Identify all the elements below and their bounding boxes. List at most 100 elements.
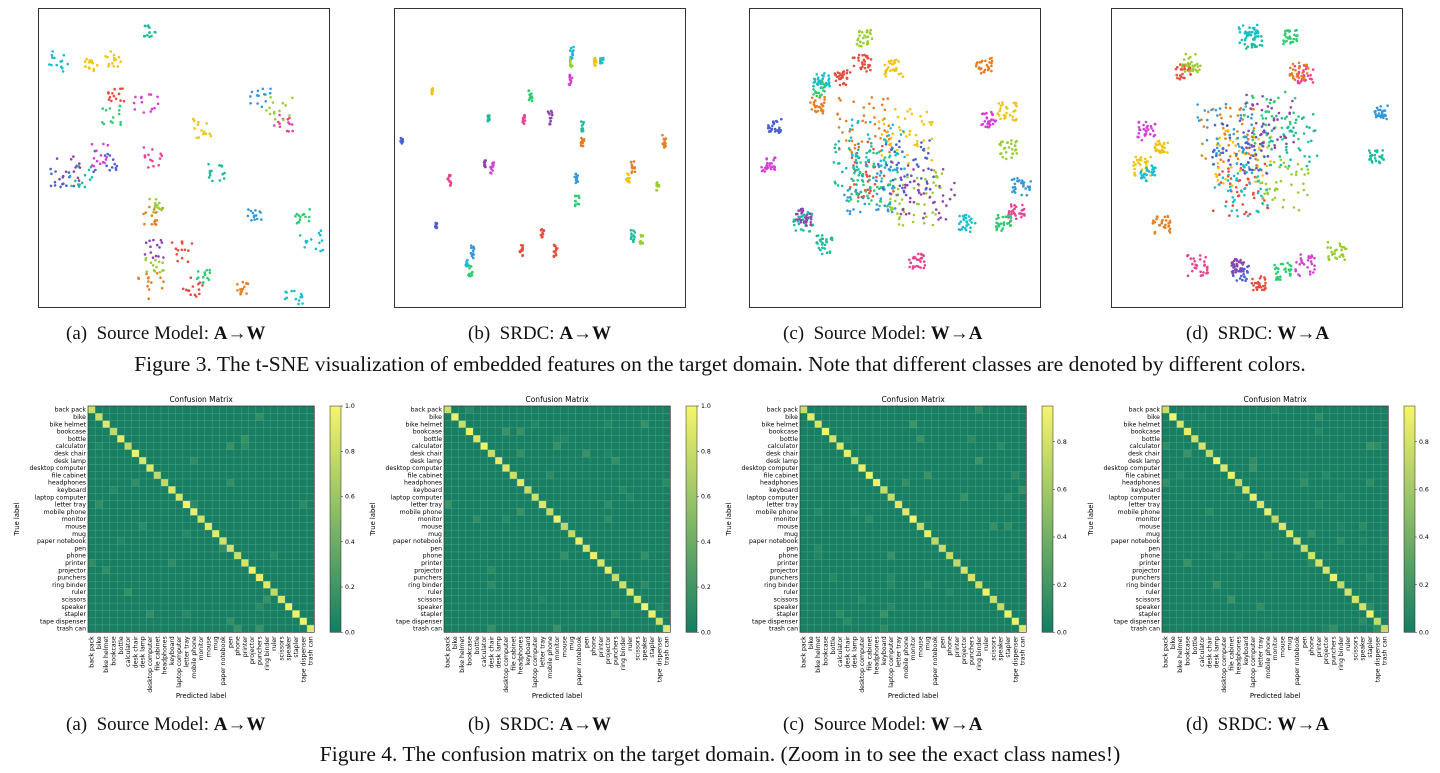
tsne-point (866, 188, 869, 191)
matrix-cell (124, 420, 132, 429)
tsne-point (62, 182, 65, 185)
x-tick-label: stapler (293, 636, 300, 658)
tsne-point (895, 163, 899, 167)
tsne-point (1335, 257, 1339, 260)
tsne-point (632, 234, 635, 237)
matrix-cell (597, 602, 605, 611)
tsne-point (1257, 169, 1260, 172)
tsne-point (83, 185, 87, 189)
matrix-cell (575, 471, 583, 480)
tsne-point (1235, 179, 1238, 182)
matrix-cell (619, 500, 627, 509)
matrix-cell (109, 595, 118, 604)
matrix-cell (153, 573, 162, 582)
tsne-point (815, 234, 819, 238)
tsne-point (886, 183, 890, 187)
matrix-cell (87, 559, 96, 567)
matrix-cell (487, 544, 496, 553)
matrix-cell (204, 566, 213, 575)
tsne-point (319, 233, 322, 237)
tsne-point (149, 158, 152, 162)
tsne-point (1277, 111, 1281, 115)
tsne-point (1306, 193, 1309, 197)
matrix-cell (138, 500, 147, 509)
tsne-point (471, 252, 475, 255)
matrix-cell (807, 405, 815, 414)
matrix-cell (443, 420, 452, 429)
matrix-cell (204, 442, 213, 450)
matrix-cell (255, 405, 264, 414)
tsne-point (799, 209, 802, 212)
tsne-point (859, 40, 862, 44)
tsne-point (877, 120, 881, 123)
tsne-point (180, 248, 184, 252)
matrix-cell (480, 435, 488, 443)
matrix-cell (619, 617, 627, 626)
tsne-point (929, 123, 933, 126)
tsne-point (1234, 144, 1237, 147)
tsne-point (1205, 268, 1209, 272)
tsne-point (1294, 121, 1297, 124)
tsne-point (774, 119, 778, 123)
tsne-point (1221, 176, 1225, 179)
tsne-point (987, 66, 990, 69)
tsne-point (1015, 104, 1018, 108)
tsne-point (1189, 55, 1192, 59)
matrix-cell (284, 486, 293, 494)
tsne-point (592, 58, 596, 61)
matrix-cell (124, 573, 132, 582)
tsne-point (664, 144, 667, 148)
tsne-point (836, 184, 840, 187)
tsne-point (999, 143, 1002, 146)
tsne-point (1265, 172, 1269, 175)
tsne-point (1235, 152, 1238, 156)
tsne-point (1146, 124, 1149, 128)
tsne-point (249, 102, 252, 105)
matrix-cell (299, 464, 308, 472)
matrix-cell (516, 464, 525, 472)
tsne-point (1224, 102, 1228, 106)
matrix-cell (306, 581, 315, 589)
matrix-cell (604, 529, 613, 538)
tsne-point (1260, 114, 1264, 117)
tsne-point (307, 215, 311, 219)
matrix-cell (138, 551, 147, 560)
tsne-point (1243, 212, 1246, 216)
tsne-point (1229, 163, 1232, 166)
tsne-point (1290, 173, 1293, 176)
tsne-point (1288, 274, 1292, 277)
tsne-point (282, 118, 285, 122)
matrix-cell (633, 449, 642, 458)
tsne-point (1158, 224, 1162, 227)
x-tick-label: trash can (664, 636, 671, 665)
tsne-point (91, 164, 94, 167)
matrix-cell (538, 500, 547, 509)
matrix-cell (626, 522, 634, 531)
matrix-cell (270, 413, 278, 421)
tsne-point (794, 229, 798, 232)
tsne-point (844, 119, 848, 123)
tsne-point (1226, 179, 1230, 182)
matrix-cell (487, 435, 496, 443)
matrix-cell (611, 508, 620, 516)
matrix-cell (465, 617, 474, 626)
tsne-point (1175, 73, 1178, 77)
matrix-cell (480, 449, 488, 458)
matrix-cell (102, 624, 111, 633)
tsne-point (1218, 183, 1221, 186)
y-tick-label: trash can (57, 626, 86, 633)
matrix-cell (546, 405, 554, 414)
tsne-point (834, 79, 838, 83)
matrix-cell (487, 617, 496, 626)
matrix-cell (662, 559, 671, 567)
tsne-point (1010, 178, 1014, 182)
matrix-cell (626, 624, 634, 633)
matrix-cell (604, 456, 613, 465)
tsne-point (539, 233, 543, 237)
tsne-point (845, 139, 848, 142)
tsne-point (912, 158, 915, 162)
matrix-cell (553, 522, 561, 531)
tsne-point (1231, 204, 1235, 207)
matrix-cell (241, 602, 249, 611)
tsne-point (53, 56, 56, 60)
